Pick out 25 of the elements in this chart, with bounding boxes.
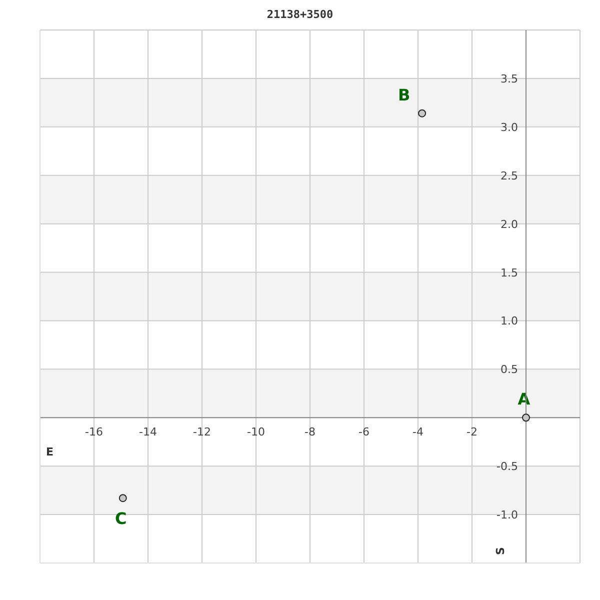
y-tick-label: 2.0	[500, 218, 518, 231]
point	[418, 109, 426, 118]
x-tick-label: -2	[466, 426, 478, 439]
x-axis-title: E	[46, 446, 54, 459]
y-tick-label: 3.0	[500, 120, 518, 134]
x-tick-label: -8	[304, 426, 316, 439]
x-tick-label: -16	[85, 426, 103, 439]
annotation: C	[115, 509, 127, 528]
y-tick-label: 2.5	[500, 169, 518, 182]
x-tick-label: -4	[412, 426, 424, 439]
y-tick-label: 0.5	[500, 363, 518, 376]
x-tick-label: -14	[139, 426, 157, 439]
x-tick-label: -6	[358, 426, 370, 439]
y-tick-label: 3.5	[500, 72, 518, 86]
x-tick-label: -12	[193, 426, 211, 439]
y-tick-label: -1.0	[496, 508, 518, 522]
y-axis-title: S	[494, 547, 507, 555]
point	[118, 494, 127, 502]
x-tick-label: -10	[247, 426, 265, 439]
annotation: B	[398, 85, 410, 104]
point	[522, 414, 530, 422]
y-tick-label: 1.5	[500, 266, 518, 280]
chart-title: 21138+3500	[266, 8, 334, 21]
y-tick-label: -0.5	[496, 460, 518, 474]
y-tick-label: 1.0	[500, 314, 518, 328]
